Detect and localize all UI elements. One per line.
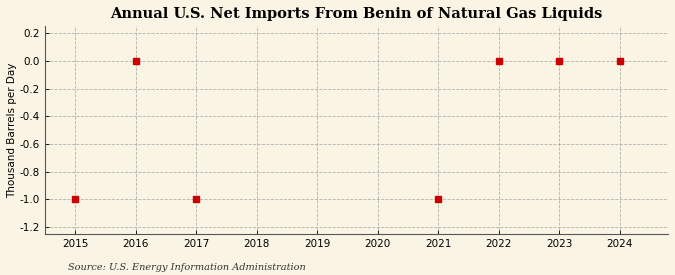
Y-axis label: Thousand Barrels per Day: Thousand Barrels per Day [7, 62, 17, 198]
Title: Annual U.S. Net Imports From Benin of Natural Gas Liquids: Annual U.S. Net Imports From Benin of Na… [110, 7, 603, 21]
Text: Source: U.S. Energy Information Administration: Source: U.S. Energy Information Administ… [68, 263, 305, 272]
